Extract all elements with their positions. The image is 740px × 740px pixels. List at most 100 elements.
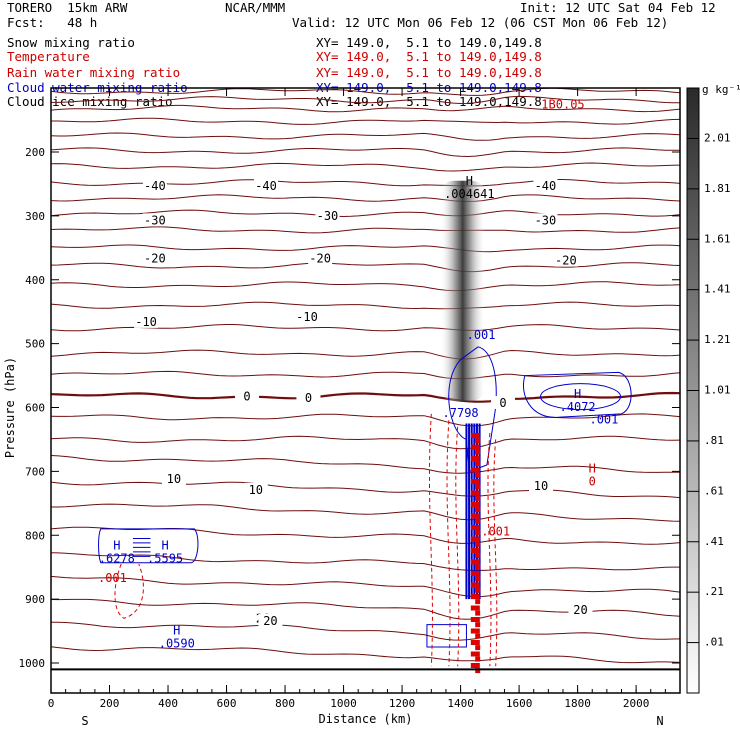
rain-dense-mark bbox=[475, 495, 481, 501]
rain-dense-mark bbox=[475, 564, 481, 570]
rain-dense-mark bbox=[470, 433, 480, 439]
rain-dense-mark bbox=[470, 617, 480, 623]
contour-value-0: .001 bbox=[467, 328, 496, 342]
y-tick-label-200: 200 bbox=[25, 146, 45, 159]
contour-value-4: .001 bbox=[98, 571, 127, 585]
rain-dense-mark bbox=[475, 610, 481, 616]
isotherm-21 bbox=[50, 455, 680, 474]
isotherm-12 bbox=[50, 262, 681, 273]
legend-rain: Rain water mixing ratio bbox=[7, 65, 181, 80]
snow-shading-layer bbox=[440, 180, 486, 402]
rain-contour-2 bbox=[455, 426, 460, 667]
isotherm-23 bbox=[51, 503, 681, 522]
isotherm-label-8: -20 bbox=[555, 254, 577, 268]
isotherm-layer bbox=[50, 87, 681, 664]
isotherm-2 bbox=[50, 104, 681, 113]
isotherm-label-bg bbox=[308, 251, 333, 265]
rain-dense-mark bbox=[470, 479, 480, 485]
isotherm-label-bg bbox=[142, 178, 167, 192]
legend-temperature-xy: XY= 149.0, 5.1 to 149.0,149.8 bbox=[316, 49, 542, 64]
x-tick-label-1600: 1600 bbox=[506, 697, 533, 710]
isotherm-0 bbox=[50, 87, 681, 96]
high-value-3: .6278 bbox=[99, 551, 135, 565]
rain-dense-mark bbox=[475, 633, 481, 639]
isotherm-label-bg bbox=[553, 253, 578, 267]
x-tick-label-1400: 1400 bbox=[447, 697, 474, 710]
isotherm-3 bbox=[51, 117, 681, 125]
rain-dense-mark bbox=[475, 484, 481, 490]
colorbar-label-3: 1.41 bbox=[704, 283, 731, 296]
cloud-water-contour-low bbox=[426, 624, 467, 648]
rain-dense-mark bbox=[475, 599, 481, 605]
isotherm-10 bbox=[50, 226, 681, 234]
x-tick-label-1200: 1200 bbox=[389, 697, 416, 710]
isotherm-15 bbox=[50, 324, 681, 332]
init-time: Init: 12 UTC Sat 04 Feb 12 bbox=[520, 0, 716, 15]
colorbar-label-7: .61 bbox=[704, 484, 724, 497]
plot-frame bbox=[50, 87, 681, 694]
isotherm-label-7: -20 bbox=[309, 252, 331, 266]
rain-dense-mark bbox=[475, 668, 481, 674]
rain-contour-0 bbox=[428, 413, 433, 667]
isotherm-label-bg bbox=[243, 482, 268, 496]
rain-contour-west bbox=[114, 563, 144, 619]
high-value-2: .0590 bbox=[159, 636, 195, 650]
high-marker-0: H bbox=[466, 174, 473, 188]
isotherm-17 bbox=[50, 370, 681, 380]
contour-value-5: 1B0.05 bbox=[541, 98, 584, 112]
cloud-water-contour-east bbox=[523, 371, 632, 418]
colorbar-label-1: 1.81 bbox=[704, 182, 731, 195]
contour-value-1: .001 bbox=[589, 412, 618, 426]
colorbar-label-6: .81 bbox=[704, 434, 724, 447]
x-tick-label-1800: 1800 bbox=[564, 697, 591, 710]
isotherm-label-bg bbox=[134, 314, 159, 328]
isotherm-label-10: -10 bbox=[296, 310, 318, 324]
isotherm-9 bbox=[50, 209, 681, 218]
legend-snow-xy: XY= 149.0, 5.1 to 149.0,149.8 bbox=[316, 35, 542, 50]
isotherm-4 bbox=[50, 132, 681, 141]
isotherm-19 bbox=[50, 413, 681, 427]
y-tick-label-300: 300 bbox=[25, 210, 45, 223]
rain-dense-mark bbox=[475, 449, 481, 455]
colorbar-unit: g kg⁻¹ bbox=[702, 83, 740, 96]
x-tick-label-400: 400 bbox=[158, 697, 178, 710]
y-tick-label-800: 800 bbox=[25, 529, 45, 542]
isotherm-label-bg bbox=[235, 389, 260, 403]
x-tick-label-200: 200 bbox=[100, 697, 120, 710]
isotherm-5 bbox=[50, 147, 681, 158]
x-tick-label-0: 0 bbox=[48, 697, 55, 710]
x-end-label-north: N bbox=[656, 714, 663, 728]
x-tick-label-2000: 2000 bbox=[623, 697, 650, 710]
colorbar-label-2: 1.61 bbox=[704, 232, 731, 245]
colorbar-label-0: 2.01 bbox=[704, 131, 731, 144]
high-value-4: .5595 bbox=[147, 551, 183, 565]
rain-dense-mark bbox=[470, 651, 480, 657]
rain-dense-mark bbox=[475, 587, 481, 593]
rain-dense-mark bbox=[470, 594, 480, 600]
colorbar: 2.01 1.81 1.61 1.41 1.21 1.01 .81 .61 .41 .21 .01 g… bbox=[686, 83, 740, 694]
legend-snow: Snow mixing ratio bbox=[7, 35, 135, 50]
rain-dense-mark bbox=[470, 582, 480, 588]
isotherm-label-bg bbox=[529, 479, 554, 493]
isotherm-6 bbox=[50, 162, 681, 172]
isotherm-label-15: 10 bbox=[249, 483, 263, 497]
high-marker-5: H bbox=[589, 462, 596, 476]
legend-rain-xy: XY= 149.0, 5.1 to 149.0,149.8 bbox=[316, 65, 542, 80]
rain-dense-mark bbox=[470, 571, 480, 577]
rain-dense-mark bbox=[475, 576, 481, 582]
isotherm-label-12: 0 bbox=[305, 391, 312, 405]
legend-cloud-ice: Cloud ice mixing ratio bbox=[7, 94, 173, 109]
x-end-label-south: S bbox=[81, 714, 88, 728]
colorbar-label-4: 1.21 bbox=[704, 333, 731, 346]
rain-layer bbox=[114, 413, 498, 674]
isotherm-label-3: -30 bbox=[144, 213, 166, 227]
forecast-hour: Fcst: 48 h bbox=[7, 15, 98, 30]
isotherm-26 bbox=[50, 575, 681, 598]
rain-dense-mark bbox=[475, 472, 481, 478]
rain-dense-mark bbox=[470, 548, 480, 554]
rain-dense-mark bbox=[475, 553, 481, 559]
isotherm-label-0: -40 bbox=[144, 179, 166, 193]
isotherm-label-bg bbox=[296, 390, 321, 404]
high-marker-4: H bbox=[161, 538, 168, 552]
